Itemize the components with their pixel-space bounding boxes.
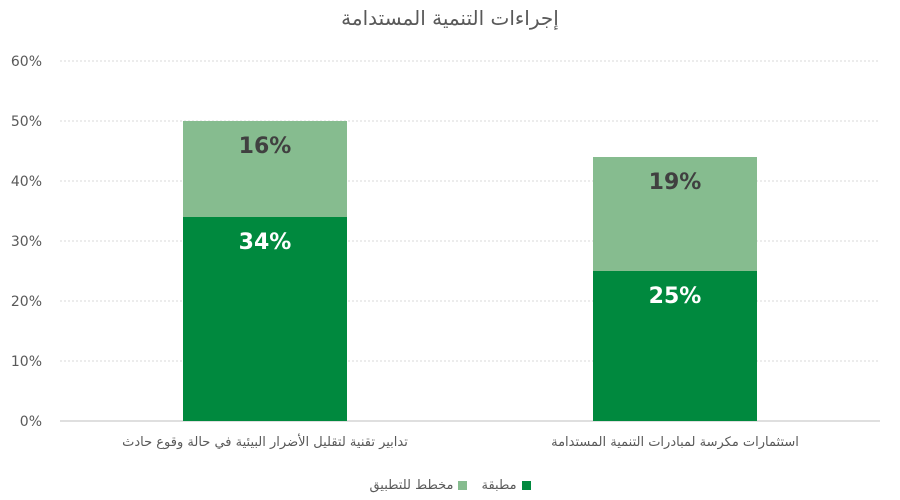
legend-label-applied: مطبقة [481,478,517,493]
y-tick-label: 60% [11,54,42,70]
y-tick-label: 30% [11,234,42,250]
y-tick-label: 10% [11,354,42,370]
y-tick-label: 20% [11,294,42,310]
bar-segment-applied [593,271,757,421]
stacked-bar-chart: 0% 10% 20% 30% 40% 50% 60% 34% 16% تدابير تقنية ل… [11,54,880,450]
legend-label-planned: مخطط للتطبيق [369,478,454,493]
bar-segment-applied [183,217,347,421]
bar-segment-planned [183,121,347,217]
legend-swatch-planned [458,481,468,490]
y-tick-label: 0% [20,414,42,430]
bar-segment-planned [593,157,757,271]
data-label: 16% [239,134,292,159]
data-label: 34% [239,230,292,255]
legend-item-applied: مطبقة [481,478,531,493]
data-label: 19% [649,170,702,195]
x-category-label: تدابير تقنية لتقليل الأضرار البيئية في ح… [122,433,408,450]
legend-item-planned: مخطط للتطبيق [369,478,468,493]
data-label: 25% [649,284,702,309]
legend: مطبقة مخطط للتطبيق [0,478,900,493]
legend-swatch-applied [521,481,531,490]
y-tick-label: 50% [11,114,42,130]
chart-title: إجراءات التنمية المستدامة [341,6,559,30]
x-category-label: استثمارات مكرسة لمبادرات التنمية المستدا… [551,435,799,450]
y-tick-label: 40% [11,174,42,190]
